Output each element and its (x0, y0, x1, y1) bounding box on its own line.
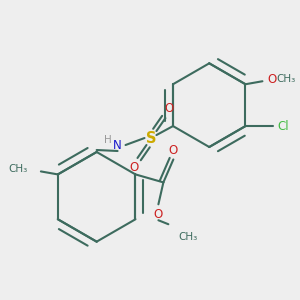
Text: H: H (104, 135, 112, 145)
Text: O: O (169, 144, 178, 157)
Text: O: O (267, 73, 277, 86)
Text: O: O (165, 102, 174, 115)
Text: CH₃: CH₃ (276, 74, 296, 84)
Text: Cl: Cl (278, 120, 289, 133)
Text: S: S (146, 130, 157, 146)
Text: O: O (154, 208, 163, 221)
Text: CH₃: CH₃ (178, 232, 198, 242)
Text: O: O (129, 161, 138, 174)
Text: CH₃: CH₃ (9, 164, 28, 174)
Text: N: N (113, 139, 122, 152)
